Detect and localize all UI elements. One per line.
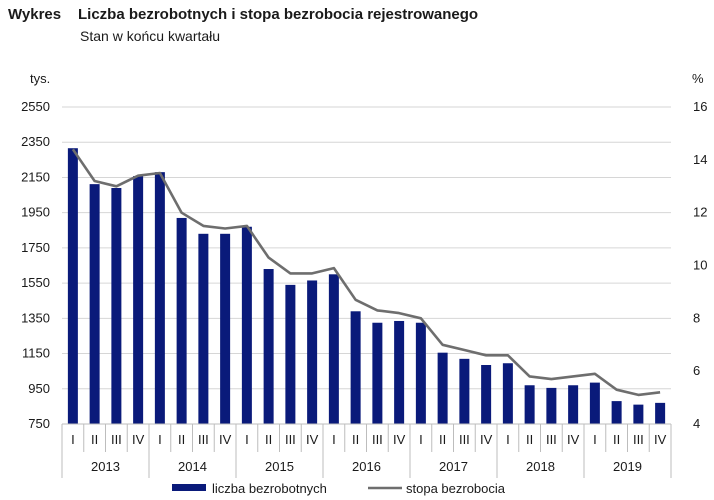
chart-heading: Wykres Liczba bezrobotnych i stopa bezrob… <box>8 6 478 23</box>
quarter-label: II <box>526 432 533 447</box>
bar <box>589 382 600 424</box>
year-label: 2019 <box>613 459 642 474</box>
quarter-label: IV <box>567 432 580 447</box>
right-tick-label: 12 <box>693 205 707 220</box>
bar <box>198 233 209 424</box>
bar <box>154 172 165 424</box>
bar <box>502 363 513 424</box>
quarter-label: I <box>71 432 75 447</box>
quarter-label: III <box>111 432 122 447</box>
year-label: 2018 <box>526 459 555 474</box>
bar <box>350 311 361 424</box>
bar <box>89 184 100 424</box>
year-label: 2015 <box>265 459 294 474</box>
bar <box>415 322 426 424</box>
quarter-label: II <box>613 432 620 447</box>
quarter-label: II <box>178 432 185 447</box>
quarter-label: II <box>91 432 98 447</box>
bar <box>459 358 470 424</box>
legend-label-line: stopa bezrobocia <box>406 481 506 496</box>
bar <box>372 322 383 424</box>
bars-layer <box>67 148 666 424</box>
chart-heading-lead: Wykres <box>8 6 62 23</box>
quarter-label: II <box>439 432 446 447</box>
bar <box>307 280 318 424</box>
quarter-label: I <box>419 432 423 447</box>
bar <box>633 404 644 424</box>
left-tick-label: 950 <box>28 381 50 396</box>
bar <box>568 385 579 424</box>
left-tick-label: 2550 <box>21 99 50 114</box>
left-tick-label: 750 <box>28 416 50 431</box>
quarter-label: II <box>265 432 272 447</box>
bar <box>328 274 339 424</box>
quarter-label: IV <box>393 432 406 447</box>
quarter-label: III <box>459 432 470 447</box>
legend-label-bars: liczba bezrobotnych <box>212 481 327 496</box>
quarter-label: I <box>332 432 336 447</box>
left-tick-label: 1150 <box>22 346 50 361</box>
bar <box>263 269 274 424</box>
quarter-label: I <box>158 432 162 447</box>
bar <box>67 148 78 424</box>
quarter-label: II <box>352 432 359 447</box>
bar <box>655 402 666 424</box>
quarter-label: III <box>546 432 557 447</box>
year-label: 2013 <box>91 459 120 474</box>
quarter-label: IV <box>480 432 493 447</box>
legend-swatch-bars <box>172 484 206 491</box>
bar <box>524 385 535 424</box>
year-label: 2017 <box>439 459 468 474</box>
bar <box>481 365 492 424</box>
quarter-label: IV <box>306 432 319 447</box>
left-tick-label: 2150 <box>21 169 50 184</box>
quarter-label: III <box>633 432 644 447</box>
right-tick-label: 16 <box>693 99 707 114</box>
quarter-label: III <box>372 432 383 447</box>
bar <box>285 284 296 424</box>
legend: liczba bezrobotnych stopa bezrobocia <box>172 481 506 496</box>
bar <box>241 226 252 424</box>
right-axis-unit: % <box>692 71 704 86</box>
bar <box>611 401 622 424</box>
left-tick-label: 1550 <box>21 275 50 290</box>
bar <box>220 233 231 424</box>
bar <box>437 352 448 424</box>
chart-title: Liczba bezrobotnych i stopa bezrobocia r… <box>78 6 479 23</box>
quarter-label: III <box>285 432 296 447</box>
bar <box>111 188 122 424</box>
left-tick-label: 1950 <box>21 205 50 220</box>
bar <box>176 217 187 424</box>
left-tick-label: 1750 <box>21 240 50 255</box>
bar <box>394 320 405 424</box>
quarter-label: IV <box>219 432 232 447</box>
quarter-label: III <box>198 432 209 447</box>
year-label: 2016 <box>352 459 381 474</box>
quarter-label: I <box>593 432 597 447</box>
bar <box>546 387 557 424</box>
quarter-label: I <box>506 432 510 447</box>
quarter-label: IV <box>132 432 145 447</box>
right-tick-label: 14 <box>693 152 707 167</box>
left-tick-label: 2350 <box>21 134 50 149</box>
right-tick-label: 10 <box>693 258 707 273</box>
left-tick-label: 1350 <box>21 310 50 325</box>
unemployment-rate-line <box>71 148 661 397</box>
axis-layer: 750 950 1150 1350 1550 1750 1950 2150 2350 2550 4 6… <box>21 71 707 478</box>
chart-subtitle: Stan w końcu kwartału <box>80 28 221 44</box>
left-axis-unit: tys. <box>30 71 50 86</box>
bar <box>133 176 144 424</box>
quarter-label: IV <box>654 432 667 447</box>
quarter-label: I <box>245 432 249 447</box>
right-tick-label: 4 <box>693 416 700 431</box>
year-label: 2014 <box>178 459 207 474</box>
line-layer <box>71 148 661 397</box>
right-tick-label: 8 <box>693 310 700 325</box>
right-tick-label: 6 <box>693 363 700 378</box>
